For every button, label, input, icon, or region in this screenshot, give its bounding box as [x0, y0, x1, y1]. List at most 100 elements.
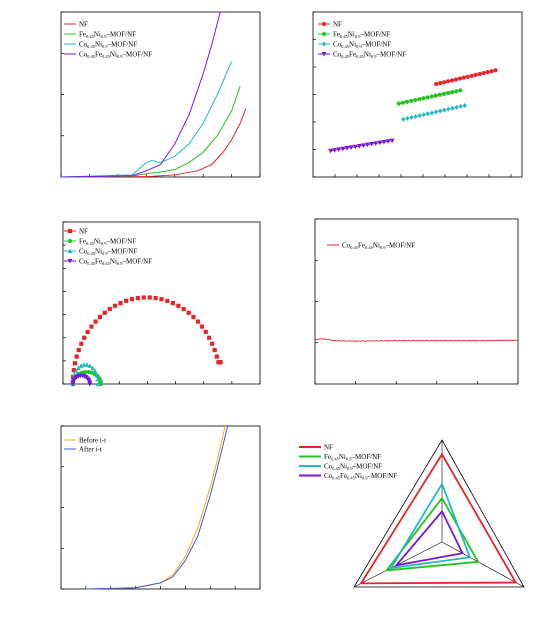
data-point	[458, 103, 463, 109]
data-point	[445, 79, 451, 84]
data-point	[199, 324, 205, 329]
data-point	[417, 113, 422, 119]
series-line-blue	[85, 425, 229, 590]
data-point	[421, 96, 426, 101]
data-point	[95, 376, 101, 382]
legend-entry: Co0.45Ni0.9–MOF/NF	[79, 247, 137, 256]
data-point	[356, 144, 362, 149]
data-point	[437, 92, 442, 97]
data-point	[89, 324, 94, 329]
legend-marker	[67, 248, 73, 254]
fit-line	[330, 140, 393, 152]
legend-entry: Co0.45Fe0.45Ni0.9–MOF/NF	[333, 50, 406, 59]
data-point	[450, 90, 455, 95]
panel-f: NFFe0.45Ni0.9–MOF/NFCo0.45Ni0.9–MOF/NFCo…	[299, 439, 525, 588]
radar-frame	[353, 439, 525, 588]
data-point	[352, 144, 358, 150]
data-point	[328, 148, 333, 154]
data-point	[377, 140, 383, 146]
data-point	[129, 297, 135, 302]
data-point	[493, 68, 498, 73]
data-point	[401, 116, 406, 122]
data-point	[84, 362, 90, 367]
legend-marker	[67, 258, 73, 264]
legend-entry: Co0.45Fe0.45Ni0.9–MOF/NF	[79, 50, 152, 59]
data-point	[112, 303, 118, 308]
data-point	[434, 81, 439, 87]
radar-series-purple	[393, 509, 464, 567]
data-point	[441, 91, 447, 96]
data-point	[79, 341, 84, 346]
data-point	[176, 303, 181, 308]
data-point	[86, 369, 91, 375]
data-point	[81, 362, 87, 367]
data-point	[344, 146, 350, 151]
data-point	[210, 341, 215, 346]
data-point	[186, 310, 191, 315]
data-point	[473, 72, 478, 77]
panel-c: NF Fe0.45Ni0.9–MOF/NFCo0.45Ni0.9–MOF/NFCo…	[62, 221, 261, 387]
data-point	[340, 146, 346, 152]
data-point	[214, 354, 219, 359]
data-point	[381, 139, 387, 145]
legend-entry: NF	[79, 20, 88, 28]
data-point	[107, 306, 112, 312]
radar-series-cyan	[389, 481, 472, 570]
series-line-orange	[85, 425, 226, 590]
data-point	[181, 306, 186, 312]
data-point	[348, 145, 354, 150]
panel-b: NF Fe0.45Ni0.9–MOF/NFCo0.45Ni0.9–MOF/NFCo…	[312, 11, 523, 178]
data-point	[373, 141, 379, 146]
data-point	[477, 71, 482, 77]
data-point	[458, 88, 463, 93]
legend-marker	[321, 41, 327, 47]
legend-entry: NF	[333, 20, 342, 28]
legend-entry: Before i-t	[79, 436, 106, 444]
data-point	[433, 109, 439, 115]
data-point	[83, 369, 88, 375]
data-point	[485, 70, 490, 75]
legend-entry: Co0.45Ni0.9–MOF/NF	[333, 40, 391, 49]
legend-marker	[321, 51, 327, 57]
data-point	[433, 93, 438, 98]
data-point	[361, 143, 366, 148]
data-point	[429, 94, 434, 99]
data-point	[421, 112, 426, 118]
data-point	[332, 148, 338, 153]
data-point	[203, 329, 208, 335]
data-point	[449, 78, 455, 83]
data-point	[413, 114, 418, 119]
data-point	[87, 381, 93, 387]
legend-entry: Co0.45Ni0.9–MOF/NF	[79, 40, 137, 49]
data-point	[195, 319, 201, 324]
data-point	[218, 360, 223, 365]
data-point	[92, 368, 98, 374]
data-point	[212, 347, 217, 353]
data-point	[70, 381, 76, 387]
data-point	[90, 365, 96, 371]
data-point	[93, 319, 98, 324]
legend-entry: NF	[324, 444, 333, 452]
data-point	[75, 365, 81, 371]
data-point	[124, 298, 129, 303]
data-point	[135, 295, 140, 301]
data-point	[369, 141, 375, 147]
data-point	[442, 107, 447, 113]
legend-entry: Fe0.45Ni0.9–MOF/NF	[79, 30, 136, 39]
data-point	[409, 114, 414, 120]
legend-entry: Fe0.45Ni0.9–MOF/NF	[333, 30, 390, 39]
panel-d: Co0.45Fe0.45Ni0.9–MOF/NF	[314, 218, 519, 385]
data-point	[389, 138, 395, 144]
fit-line	[403, 105, 465, 120]
data-point	[336, 147, 342, 153]
data-point	[450, 105, 455, 111]
data-point	[438, 81, 443, 86]
data-point	[141, 295, 146, 300]
legend-entry: Co0.45Ni0.9–MOF/NF	[324, 463, 382, 472]
data-point	[207, 335, 212, 340]
data-point	[396, 101, 401, 106]
data-point	[400, 100, 406, 105]
data-point	[85, 329, 90, 335]
data-point	[94, 372, 100, 378]
